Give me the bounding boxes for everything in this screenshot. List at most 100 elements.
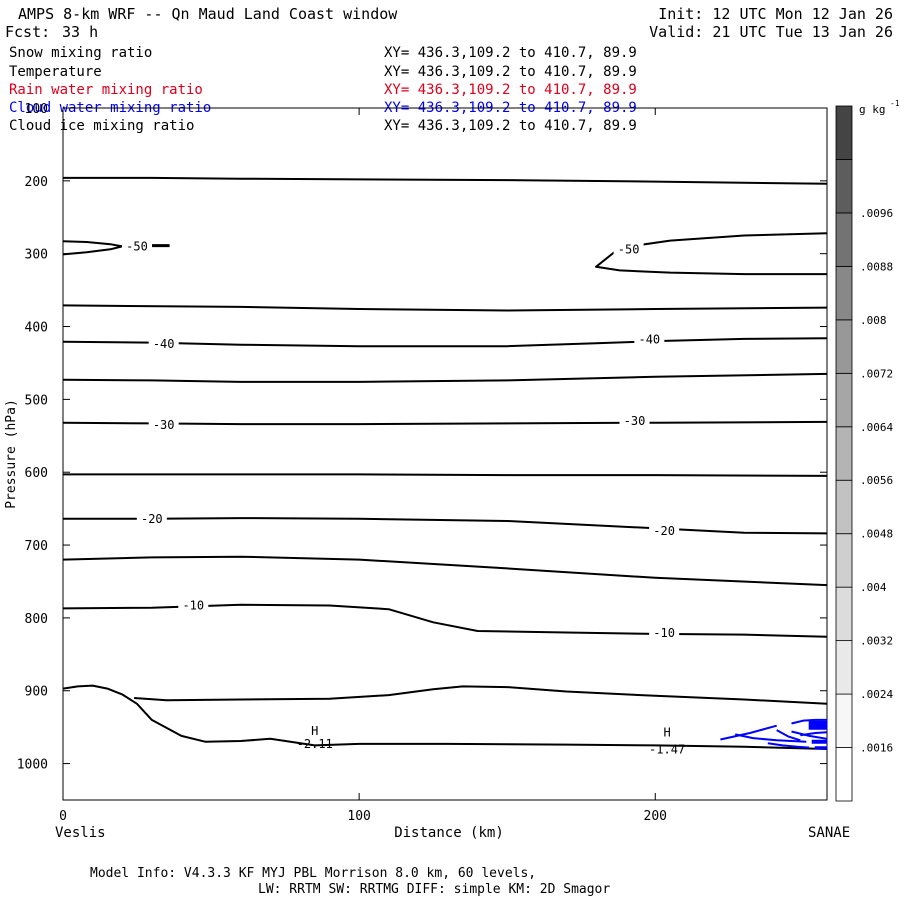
colorbar-units: g kg <box>859 103 886 116</box>
cloud-water-contour <box>791 730 828 740</box>
field-xy: XY= 436.3,109.2 to 410.7, 89.9 <box>384 64 637 80</box>
axis-ticks: 100 200 300 400 500 600 700 800 900 1000 0 100 200 <box>17 102 827 824</box>
forecast-label: Fcst: <box>5 23 50 41</box>
field-name: Snow mixing ratio <box>9 45 152 61</box>
x-tick-label: 100 <box>347 809 370 824</box>
colorbar-level-label: .0096 <box>860 207 893 220</box>
contour-label: -30 <box>624 414 646 428</box>
field-name: Cloud ice mixing ratio <box>9 118 194 134</box>
x-tick-label: 200 <box>644 809 667 824</box>
colorbar-swatch <box>835 265 853 321</box>
colorbar-swatch <box>835 586 853 642</box>
contour-label: -10 <box>182 599 204 613</box>
colorbar-swatch <box>835 159 853 214</box>
contour-label-background <box>649 625 680 640</box>
colorbar-level-label: .0056 <box>860 474 893 487</box>
model-info-line-1: Model Info: V4.3.3 KF MYJ PBL Morrison 8… <box>90 866 536 881</box>
cloud-water-contour <box>767 742 810 749</box>
isotherm-line <box>62 337 828 348</box>
cloud-water-patch <box>811 739 828 744</box>
colorbar: .0016 .0024 .0032 .004 .0048 .0056 .0064 .0072.… <box>835 105 893 802</box>
forecast-hour: 33 h <box>62 23 98 41</box>
isotherm-line <box>62 245 123 256</box>
colorbar-swatch <box>835 747 853 802</box>
cloud-water-contour <box>776 729 801 742</box>
high-marker-layer: H-2.11H-1.47 <box>297 724 686 757</box>
contour-label: -20 <box>653 524 675 538</box>
contour-label: -50 <box>126 239 148 253</box>
colorbar-level-label: .008 <box>860 314 887 327</box>
colorbar-swatch <box>835 372 853 428</box>
colorbar-level-label: .0064 <box>860 421 893 434</box>
cloud-water-layer <box>720 718 828 750</box>
chart-title: AMPS 8-km WRF -- Qn Maud Land Coast wind… <box>18 5 398 23</box>
contour-label: -20 <box>141 512 163 526</box>
contour-label-background <box>122 238 153 253</box>
contour-label-background <box>619 413 650 428</box>
model-info-line-2: LW: RRTM SW: RRTMG DIFF: simple KM: 2D S… <box>258 882 610 897</box>
x-tick-label: 0 <box>59 809 67 824</box>
colorbar-level-label: .0024 <box>860 688 893 701</box>
y-tick-label: 900 <box>25 685 48 700</box>
isotherm-line <box>62 684 828 750</box>
contour-label-background <box>148 336 179 351</box>
cloud-water-contour <box>734 733 807 743</box>
contour-label-layer: -50 -50 -40 -40 -30 -30 -20 -20 -10 -10 <box>122 238 680 640</box>
contour-label-background <box>613 241 644 256</box>
contour-label-background <box>178 597 209 612</box>
colorbar-swatch <box>835 105 853 160</box>
contour-label-background <box>136 510 167 525</box>
isotherm-line <box>63 176 828 185</box>
isotherm-line <box>62 555 828 587</box>
colorbar-swatch <box>835 533 853 588</box>
valid-time: Valid: 21 UTC Tue 13 Jan 26 <box>649 23 893 41</box>
isotherm-line <box>62 304 828 312</box>
high-marker-value: -1.47 <box>649 743 685 757</box>
contour-label: -10 <box>653 626 675 640</box>
contour-label: -30 <box>153 418 175 432</box>
y-tick-label: 400 <box>25 321 48 336</box>
y-tick-label: 200 <box>25 175 48 190</box>
isotherm-line <box>62 603 828 638</box>
y-tick-label: 1000 <box>17 758 48 773</box>
y-tick-label: 100 <box>25 102 48 117</box>
high-marker-value: -2.11 <box>297 737 333 751</box>
y-tick-label: 500 <box>25 393 48 408</box>
isotherm-line <box>134 685 828 705</box>
colorbar-level-label: .0048 <box>860 528 893 541</box>
isotherm-line <box>62 372 828 383</box>
x-endpoint-right: SANAE <box>808 825 850 841</box>
cloud-water-patch <box>814 746 828 750</box>
isotherm-line <box>63 473 828 477</box>
colorbar-swatch <box>835 479 853 535</box>
colorbar-units-exponent: -1 <box>890 99 900 108</box>
y-tick-label: 800 <box>25 612 48 627</box>
y-tick-label: 600 <box>25 466 48 481</box>
high-marker-letter: H <box>311 724 318 738</box>
colorbar-level-label: .0016 <box>860 742 893 755</box>
colorbar-level-label: .0032 <box>860 635 893 648</box>
field-xy: XY= 436.3,109.2 to 410.7, 89.9 <box>384 82 637 98</box>
init-time: Init: 12 UTC Mon 12 Jan 26 <box>658 5 893 23</box>
y-axis-label: Pressure (hPa) <box>4 399 19 509</box>
contour-label: -40 <box>153 337 175 351</box>
field-xy: XY= 436.3,109.2 to 410.7, 89.9 <box>384 45 637 61</box>
colorbar-swatch <box>835 693 853 748</box>
field-legend: Snow mixing ratio XY= 436.3,109.2 to 410… <box>9 45 637 134</box>
colorbar-swatch <box>835 640 853 695</box>
colorbar-level-label: .004 <box>860 581 887 594</box>
contour-label-background <box>148 416 179 431</box>
colorbar-swatch <box>835 319 853 374</box>
cloud-water-patch <box>808 720 828 730</box>
cloud-water-contour <box>720 724 777 741</box>
x-axis-label: Distance (km) <box>394 825 504 841</box>
high-marker-letter: H <box>663 725 670 739</box>
isotherm-line <box>595 232 828 276</box>
contour-label: -50 <box>618 242 640 256</box>
colorbar-level-label: .0088 <box>860 260 893 273</box>
plot-frame <box>62 107 828 801</box>
cloud-water-contour <box>791 718 827 725</box>
field-name: Temperature <box>9 64 102 80</box>
isotherm-layer <box>62 176 828 750</box>
